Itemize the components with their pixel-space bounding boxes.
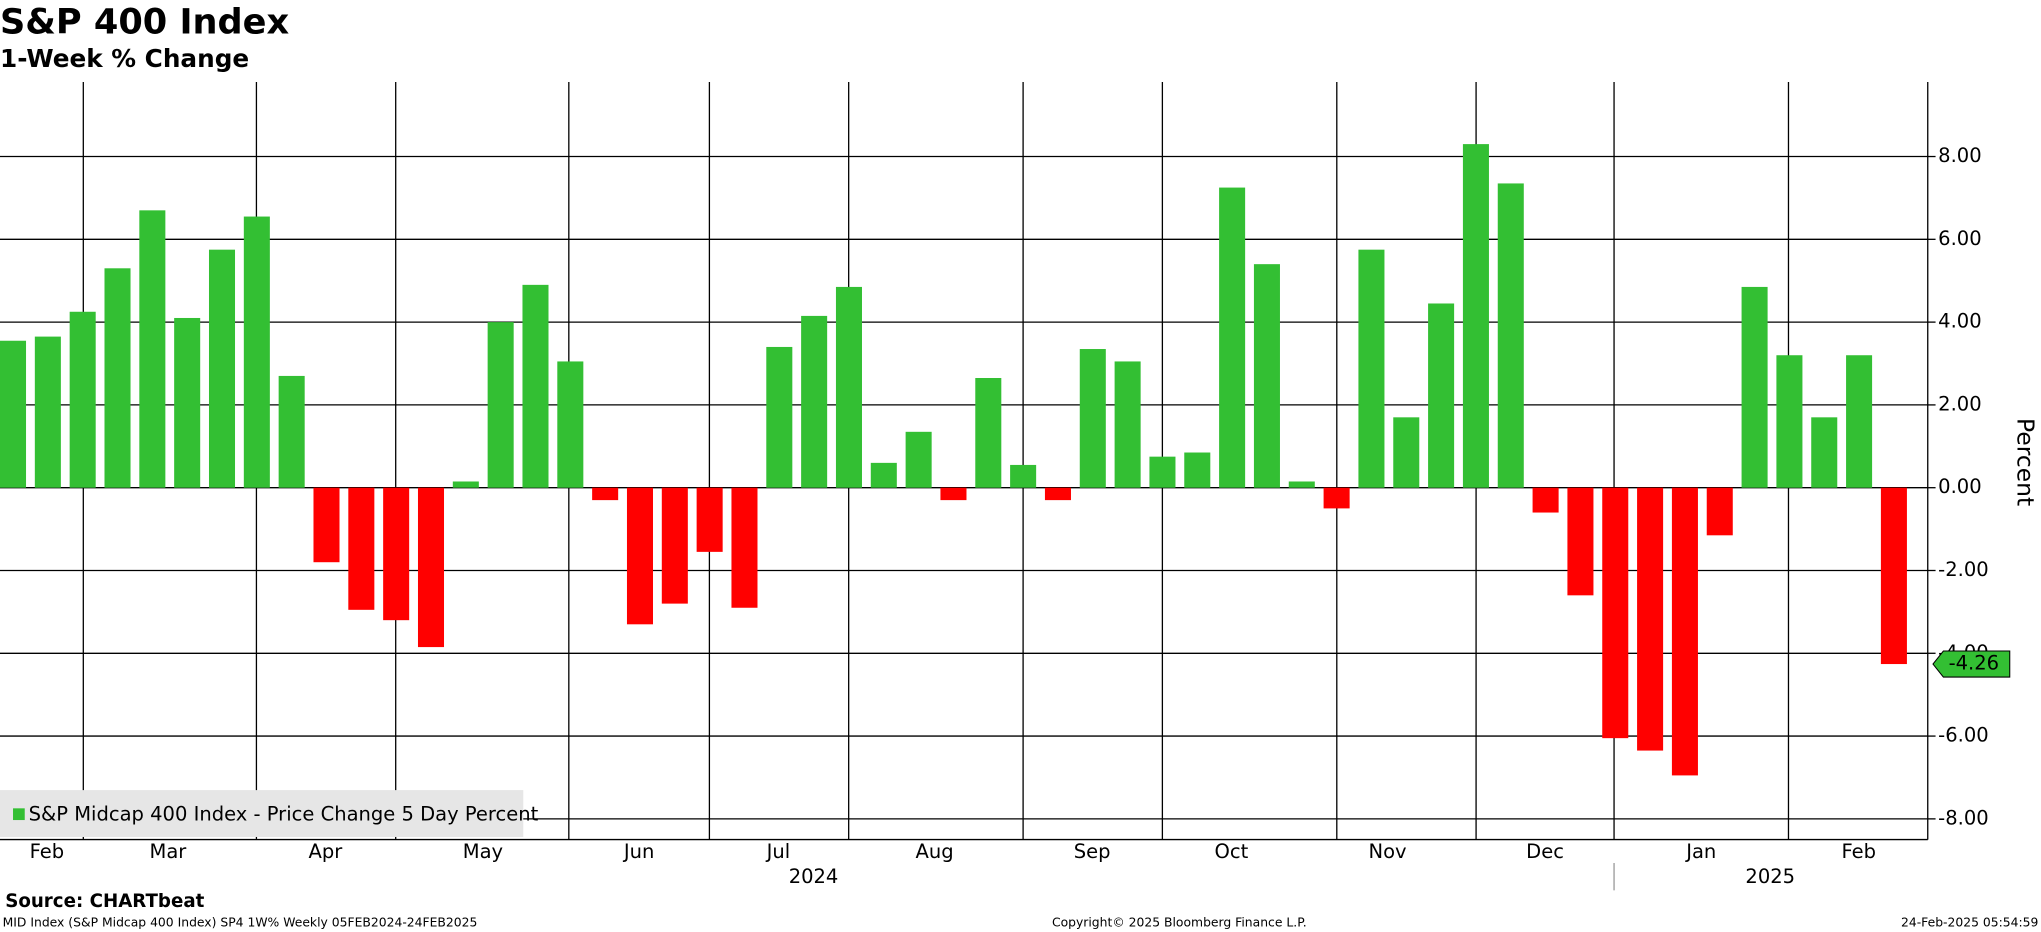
bar	[522, 284, 549, 488]
bar	[1288, 481, 1315, 488]
year-label: 2024	[789, 865, 839, 888]
x-tick-label: Oct	[1214, 840, 1248, 863]
bar	[1184, 452, 1211, 488]
bar	[1358, 249, 1385, 488]
bar	[1706, 487, 1733, 536]
bar	[1532, 487, 1559, 513]
y-tick-label: -8.00	[1938, 806, 1989, 829]
x-tick-label: Jan	[1684, 840, 1716, 863]
source: Source: CHARTbeat	[5, 891, 204, 912]
bar	[1602, 487, 1629, 739]
bar	[1776, 355, 1803, 488]
bar	[1114, 361, 1141, 488]
x-tick-label: Feb	[1841, 840, 1876, 863]
x-tick-label: Aug	[916, 840, 954, 863]
bar	[731, 487, 758, 608]
bar	[592, 487, 619, 501]
bar	[1671, 487, 1698, 776]
y-tick-label: -6.00	[1938, 724, 1989, 747]
bar	[696, 487, 723, 552]
x-tick-label: Jul	[765, 840, 791, 863]
bar	[1846, 355, 1873, 488]
bar	[1880, 487, 1907, 665]
bar	[34, 336, 61, 488]
bar	[243, 216, 270, 488]
x-tick-label: Sep	[1074, 840, 1111, 863]
bar	[1219, 187, 1246, 488]
y-axis-title: Percent	[2012, 418, 2040, 506]
bar	[208, 249, 236, 488]
chart-subtitle: 1-Week % Change	[0, 44, 249, 73]
bar	[1811, 417, 1838, 488]
bar	[1010, 464, 1037, 488]
y-tick-label: 0.00	[1938, 475, 1981, 498]
last-value-label: -4.26	[1949, 652, 2000, 675]
bar	[383, 487, 410, 621]
y-tick-label: 2.00	[1938, 392, 1981, 415]
bar	[905, 431, 932, 488]
x-tick-label: May	[463, 840, 503, 863]
bar	[1567, 487, 1594, 596]
bar	[661, 487, 688, 604]
bar	[940, 487, 967, 501]
x-tick-label: Dec	[1526, 840, 1564, 863]
legend-box	[0, 790, 524, 837]
bar	[766, 346, 793, 488]
bar	[1079, 349, 1106, 488]
y-tick-label: 8.00	[1938, 144, 1981, 167]
bar	[278, 375, 305, 488]
bar	[1393, 417, 1420, 488]
y-tick-label: 6.00	[1938, 227, 1981, 250]
footer-center: Copyright© 2025 Bloomberg Finance L.P.	[1052, 915, 1307, 929]
year-label: 2025	[1745, 865, 1795, 888]
bar	[1149, 456, 1176, 488]
x-tick-label: Mar	[149, 840, 187, 863]
bar	[1462, 144, 1489, 488]
bar	[975, 377, 1002, 488]
bar	[487, 322, 514, 488]
bar	[1637, 487, 1664, 751]
bar	[870, 462, 897, 488]
bar	[1253, 264, 1280, 488]
bar	[557, 361, 584, 488]
y-tick-label: 4.00	[1938, 310, 1981, 333]
x-tick-label: Nov	[1369, 840, 1407, 863]
bar	[801, 315, 828, 488]
last-value-marker	[1932, 650, 2011, 678]
chart-title: S&P 400 Index	[0, 1, 289, 42]
bar	[1323, 487, 1350, 509]
bar	[1428, 303, 1455, 488]
bar	[104, 268, 131, 488]
x-tick-label: Jun	[622, 840, 654, 863]
bar	[348, 487, 375, 610]
bar	[835, 286, 862, 488]
footer-right: 24-Feb-2025 05:54:59	[1901, 915, 2038, 929]
bar	[1044, 487, 1071, 501]
bar	[417, 487, 445, 648]
y-tick-label: -2.00	[1938, 558, 1989, 581]
footer-left: MID Index (S&P Midcap 400 Index) SP4 1W%…	[3, 915, 478, 929]
bar	[139, 210, 166, 488]
bar	[1741, 286, 1768, 488]
x-tick-label: Feb	[30, 840, 65, 863]
legend-swatch	[13, 808, 25, 821]
legend-label: S&P Midcap 400 Index - Price Change 5 Da…	[29, 802, 539, 825]
bar	[1497, 183, 1524, 488]
bar	[69, 311, 96, 488]
bar	[0, 340, 27, 488]
x-tick-label: Apr	[309, 840, 344, 863]
bar	[452, 481, 479, 488]
bar	[174, 317, 201, 488]
bar	[313, 487, 340, 563]
bar	[626, 487, 653, 625]
